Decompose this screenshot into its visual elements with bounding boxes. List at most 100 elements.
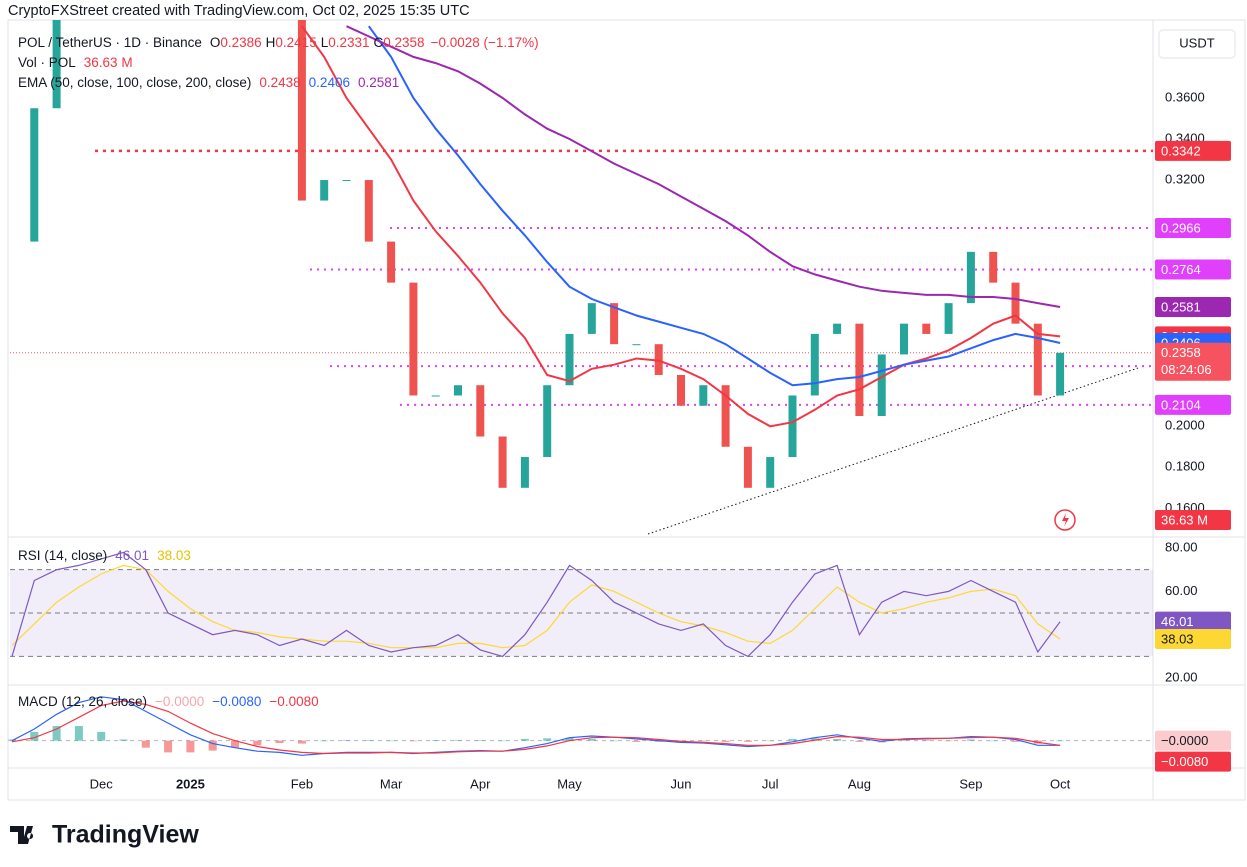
price-badge	[1155, 140, 1231, 161]
candle	[922, 323, 931, 334]
candle	[989, 251, 998, 283]
candle	[855, 323, 864, 416]
x-tick-label: Feb	[291, 776, 313, 791]
x-tick-label: Jun	[671, 776, 692, 791]
candle	[699, 385, 708, 406]
histogram-bar	[1056, 740, 1065, 742]
histogram-bar	[989, 740, 998, 742]
legend-item: −0.0028 (−1.17%)	[431, 35, 539, 50]
histogram-bar	[320, 740, 329, 742]
candle	[833, 323, 842, 334]
legend-item: 0.2438	[259, 75, 300, 90]
legend-item: MACD (12, 26, close)	[18, 694, 147, 709]
currency[interactable]: USDT	[1179, 35, 1214, 50]
candle	[900, 323, 908, 355]
candle	[1011, 282, 1020, 324]
legend-item: O	[210, 35, 221, 50]
histogram-bar	[364, 740, 373, 741]
histogram-bar	[231, 740, 239, 748]
histogram-bar	[164, 740, 173, 753]
credit: CryptoFXStreet created with TradingView.…	[8, 3, 470, 19]
candle	[565, 333, 574, 386]
x-tick-label: Apr	[470, 776, 491, 791]
histogram-bar	[409, 740, 418, 742]
y-tick-label: 80.00	[1165, 539, 1198, 554]
histogram-bar	[721, 740, 730, 742]
legend: RSI (14, close) 46.01 38.03	[18, 548, 191, 563]
candle	[431, 395, 440, 397]
series-line	[11, 564, 1061, 649]
legend-item: 0.2415	[275, 35, 316, 50]
rsi-badge	[1155, 611, 1231, 632]
reload-icon[interactable]	[1054, 509, 1076, 531]
histogram-bar	[543, 738, 552, 741]
histogram-bar	[431, 740, 440, 741]
histogram-bar	[855, 740, 864, 742]
pane	[8, 696, 1153, 756]
frame	[7, 19, 1246, 801]
x-tick-label: May	[557, 776, 582, 791]
legend-item: EMA (50, close, 100, close, 200, close)	[18, 75, 251, 90]
price-badge-label: 0.2966	[1161, 220, 1201, 235]
candle	[610, 303, 619, 345]
legend: MACD (12, 26, close) −0.0000 −0.0080 −0.008…	[18, 694, 319, 709]
candle	[654, 344, 663, 375]
legend: POL / TetherUS · 1D · Binance O0.2386 H0.2…	[18, 35, 539, 50]
histogram-bar	[520, 738, 529, 741]
candle	[944, 303, 953, 334]
legend-item: Vol · POL	[18, 55, 76, 70]
rsi-badge	[1155, 628, 1231, 649]
legend: EMA (50, close, 100, close, 200, close) 0…	[18, 75, 399, 90]
macd-badge-label: −0.0000	[1161, 733, 1208, 748]
y-tick-label: 0.3600	[1165, 89, 1205, 104]
histogram-bar	[966, 739, 975, 741]
legend: Vol · POL 36.63 M	[18, 55, 133, 70]
histogram-bar	[833, 738, 842, 741]
y-tick-label: 0.1800	[1165, 459, 1205, 474]
candle	[788, 395, 797, 458]
x-tick-label: Jul	[762, 776, 779, 791]
legend-item: H	[266, 35, 276, 50]
histogram-bar	[565, 737, 574, 741]
price-badge-label: 0.2764	[1161, 262, 1201, 277]
candle	[966, 251, 975, 304]
histogram-bar	[610, 740, 619, 742]
legend-item: −0.0080	[212, 694, 261, 709]
price-badge	[1155, 342, 1231, 381]
legend-item: 0.2581	[358, 75, 399, 90]
macd-badge	[1155, 730, 1231, 751]
histogram-bar	[900, 740, 908, 741]
price-badge	[1155, 218, 1231, 239]
series-line	[11, 700, 1061, 755]
legend-item: 0.2331	[328, 35, 369, 50]
currency-button[interactable]	[1158, 29, 1236, 59]
histogram-bar	[922, 740, 931, 741]
histogram-bar	[766, 740, 775, 742]
series-line	[346, 25, 1061, 308]
candle	[342, 180, 351, 182]
candle	[810, 333, 819, 396]
series-line	[301, 25, 1061, 428]
countdown: 08:24:06	[1161, 362, 1212, 377]
legend-item: RSI (14, close)	[18, 548, 107, 563]
candle	[409, 282, 418, 396]
rsi-badge-label: 46.01	[1161, 614, 1194, 629]
histogram-bar	[498, 740, 507, 742]
legend-item: 0.2386	[220, 35, 261, 50]
histogram-bar	[699, 740, 708, 742]
legend-item: 38.03	[157, 548, 191, 563]
pane	[10, 20, 1153, 488]
histogram-bar	[52, 726, 61, 741]
legend-item: 0.2358	[383, 35, 424, 50]
candle	[1056, 352, 1065, 396]
price-badge-label: 0.3342	[1161, 143, 1201, 158]
candle	[364, 180, 373, 242]
candle	[587, 303, 596, 334]
candle	[498, 436, 507, 488]
x-tick-label: Dec	[90, 776, 114, 791]
candle	[543, 385, 552, 458]
legend-item: −0.0080	[269, 694, 318, 709]
histogram-bar	[141, 740, 150, 748]
